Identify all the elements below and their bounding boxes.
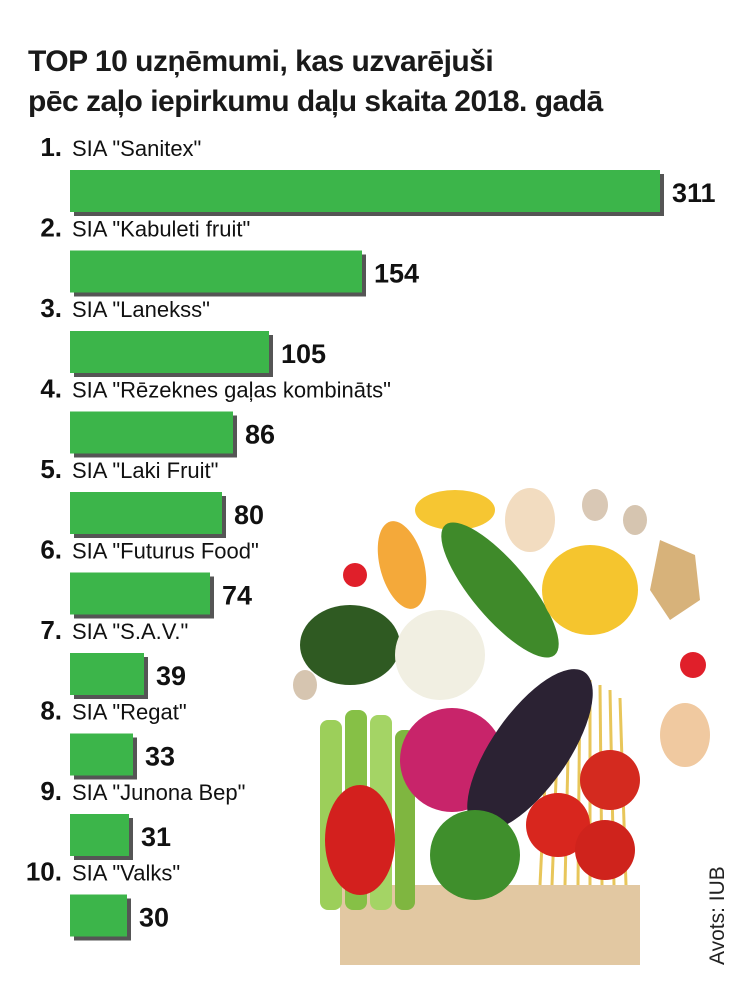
vegetables-illustration [293,488,710,965]
company-label: SIA "Regat" [72,700,187,725]
bar [70,492,222,534]
rank-label: 5. [40,454,62,484]
value-label: 39 [156,661,186,691]
lemon [542,545,638,635]
value-label: 311 [672,178,716,208]
quail-egg [623,505,647,535]
radish [343,563,367,587]
rank-label: 10. [26,857,62,887]
value-label: 33 [145,742,175,772]
company-label: SIA "Valks" [72,861,180,886]
radish [680,652,706,678]
bar [70,653,144,695]
company-label: SIA "Sanitex" [72,136,201,161]
bar [70,733,133,776]
rank-label: 8. [40,696,62,726]
cucumber [441,522,559,658]
value-label: 105 [281,339,326,369]
red-pepper [325,785,395,895]
yellow-pepper [377,521,427,609]
rank-label: 7. [40,615,62,645]
company-label: SIA "Futurus Food" [72,539,259,564]
rank-label: 3. [40,293,62,323]
eggplant [467,669,593,831]
bar [70,331,269,373]
egg [505,488,555,552]
bar [70,814,129,856]
pepper-top [415,490,495,530]
broccoli [430,810,520,900]
egg [660,703,710,767]
bar [70,572,210,615]
bar [70,250,362,293]
company-label: SIA "Rēzeknes gaļas kombināts" [72,378,391,403]
company-label: SIA "Laki Fruit" [72,458,218,483]
rank-label: 2. [40,213,62,243]
value-label: 31 [141,822,171,852]
avocado [300,605,400,685]
cauliflower [395,610,485,700]
value-label: 80 [234,500,264,530]
company-label: SIA "Lanekss" [72,297,210,322]
quail-egg [582,489,608,521]
source-note: Avots: IUB [706,866,729,965]
chart-title-line-1: TOP 10 uzņēmumi, kas uzvarējuši [28,45,494,78]
company-label: SIA "Junona Bep" [72,780,245,805]
value-label: 154 [374,259,419,289]
bar [70,170,660,212]
value-label: 74 [222,581,252,611]
company-label: SIA "S.A.V." [72,619,188,644]
bar [70,411,233,454]
company-label: SIA "Kabuleti fruit" [72,217,250,242]
rank-label: 1. [40,132,62,162]
rank-label: 9. [40,776,62,806]
quail-egg [293,670,317,700]
value-label: 86 [245,420,275,450]
rank-label: 4. [40,374,62,404]
rank-label: 6. [40,535,62,565]
chart-title: TOP 10 uzņēmumi, kas uzvarējuši pēc zaļo… [28,42,728,122]
tomato [580,750,640,810]
value-label: 30 [139,903,169,933]
ginger [650,540,700,620]
tomato [575,820,635,880]
tomato [526,793,590,857]
bar [70,894,127,937]
chart-title-line-2: pēc zaļo iepirkumu daļu skaita 2018. gad… [28,85,603,118]
